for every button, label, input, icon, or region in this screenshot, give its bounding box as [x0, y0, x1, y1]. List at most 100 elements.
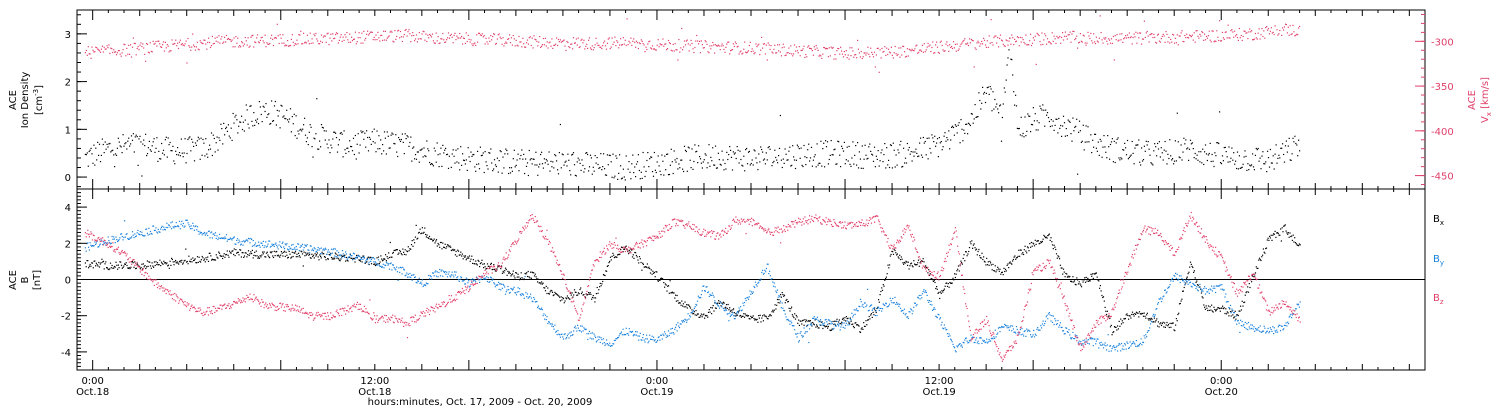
by-series-point: [464, 283, 466, 285]
velocity-series-point: [508, 38, 510, 40]
bx-series-point: [752, 315, 754, 317]
by-series-point: [363, 256, 365, 258]
density-series-point: [1115, 142, 1117, 144]
bx-series-point: [716, 303, 718, 305]
by-series-point: [173, 227, 175, 229]
bx-series-point: [594, 301, 596, 303]
density-series-point: [688, 147, 690, 149]
velocity-series-point: [1075, 37, 1077, 39]
density-series-point: [257, 123, 260, 125]
velocity-series-point: [287, 40, 289, 42]
bx-series-point: [1253, 273, 1255, 275]
velocity-series-point: [665, 43, 667, 45]
density-series-point: [531, 163, 533, 165]
velocity-series-point: [553, 44, 555, 46]
density-series-point: [1078, 120, 1081, 122]
density-series-point: [407, 136, 409, 138]
bx-series-point: [792, 315, 794, 317]
velocity-series-point: [313, 33, 315, 35]
density-series-point: [1247, 163, 1249, 165]
bx-series-point: [539, 282, 541, 284]
density-series-point: [322, 127, 324, 129]
by-series-point: [207, 230, 210, 232]
bx-series-point: [85, 266, 87, 268]
density-series-point: [562, 154, 564, 156]
velocity-series-point: [494, 43, 497, 45]
velocity-series-point: [366, 33, 368, 35]
density-series-point: [610, 161, 612, 163]
density-series-point: [387, 135, 389, 137]
density-series-point: [1153, 150, 1155, 152]
density-series-point: [1188, 159, 1190, 161]
velocity-series-point: [473, 43, 475, 45]
by-series-point: [654, 339, 656, 341]
velocity-series-point: [614, 36, 616, 38]
density-series-point: [419, 149, 421, 151]
velocity-series-point: [791, 53, 793, 55]
by-series-point: [679, 323, 681, 325]
bx-series-point: [689, 306, 691, 308]
density-series-point: [175, 150, 177, 152]
velocity-series-point: [432, 40, 434, 42]
density-series-point: [572, 153, 574, 155]
velocity-series-point: [168, 51, 170, 53]
by-series-point: [635, 334, 637, 336]
by-series-point: [317, 247, 319, 249]
density-series-point: [1226, 156, 1228, 158]
by-series-point: [472, 278, 474, 280]
bx-series-point: [1056, 257, 1058, 259]
density-series-point: [905, 162, 908, 164]
bx-series-point: [870, 314, 872, 316]
bx-series-point: [1062, 268, 1065, 270]
density-series-point: [1039, 105, 1041, 107]
density-series-point: [495, 165, 497, 168]
velocity-series-point: [427, 34, 429, 36]
velocity-series-point: [1279, 29, 1281, 32]
bx-series-point: [769, 314, 771, 316]
by-series-point: [309, 252, 311, 254]
velocity-series-point: [623, 43, 625, 45]
bx-series-point: [179, 260, 181, 262]
by-series-point: [253, 245, 255, 247]
by-series-point: [588, 333, 590, 335]
velocity-series-point: [350, 41, 352, 43]
density-series-point: [192, 141, 194, 143]
bx-series-point: [931, 278, 933, 280]
bx-series-point: [522, 278, 525, 281]
bx-series-point: [1125, 314, 1127, 316]
density-series-point: [467, 147, 469, 149]
by-series-point: [167, 224, 170, 226]
velocity-series-point: [999, 34, 1002, 36]
bx-series-point: [1272, 234, 1274, 236]
velocity-series-point: [737, 45, 739, 47]
density-series-point: [1279, 157, 1281, 159]
by-series-point: [660, 334, 662, 336]
by-series-point: [615, 338, 617, 340]
density-series-point: [1068, 120, 1070, 122]
bx-series-point: [1239, 310, 1241, 312]
by-series-point: [659, 339, 661, 341]
bx-series-point: [383, 258, 385, 260]
density-series-point: [1150, 162, 1152, 164]
density-series-point: [498, 160, 500, 162]
velocity-series-point: [1211, 30, 1213, 32]
velocity-series-point: [1090, 32, 1092, 34]
bx-series-point: [1138, 316, 1140, 318]
density-series-point: [1219, 111, 1221, 113]
density-series-point: [885, 167, 887, 169]
density-series-point: [816, 143, 818, 145]
density-series-point: [1047, 117, 1050, 119]
velocity-series-point: [421, 33, 423, 35]
velocity-series-point: [142, 43, 144, 45]
by-series-point: [559, 334, 561, 336]
by-series-point: [331, 252, 333, 254]
bx-series-point: [774, 304, 776, 306]
density-series-point: [978, 92, 980, 94]
density-series-point: [459, 169, 461, 171]
velocity-series-point: [518, 35, 520, 38]
bx-series-point: [695, 310, 697, 312]
density-series-point: [314, 138, 316, 140]
velocity-series-point: [448, 37, 450, 39]
velocity-series-point: [184, 43, 186, 45]
density-series-point: [348, 151, 350, 153]
